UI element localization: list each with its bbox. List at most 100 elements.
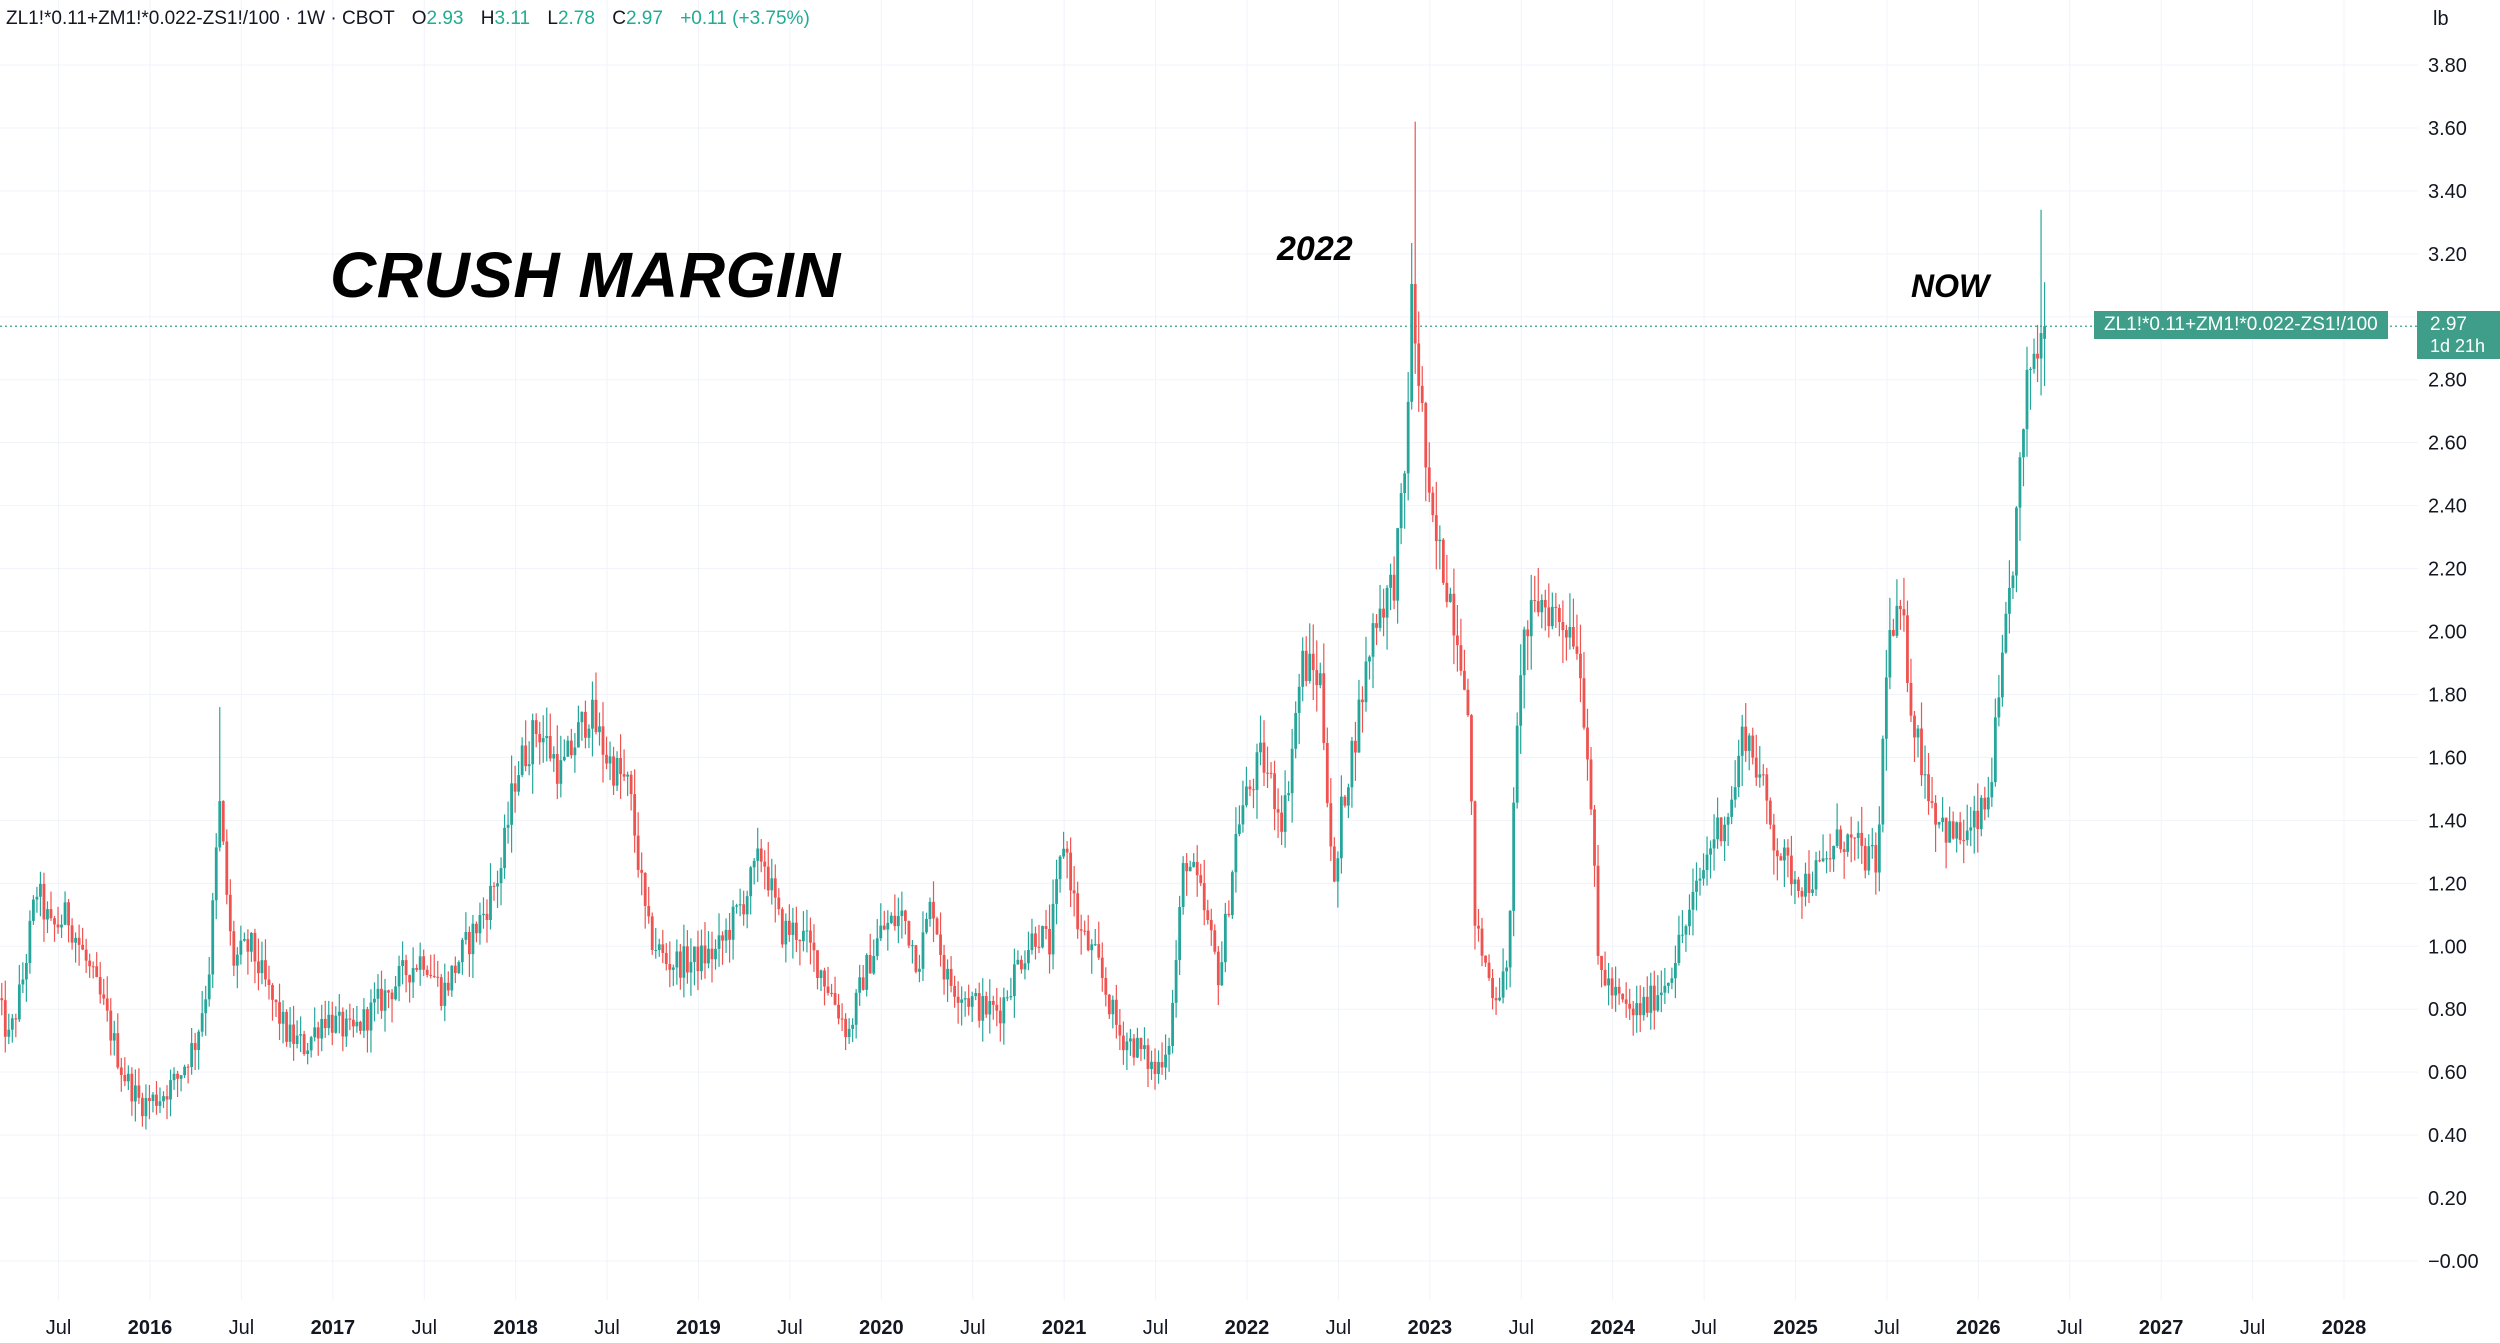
candle-body xyxy=(664,952,668,964)
candle-body xyxy=(1290,748,1294,794)
candle-body xyxy=(183,1066,186,1076)
symbol-info[interactable]: ZL1!*0.11+ZM1!*0.022-ZS1!/100 · 1W · CBO… xyxy=(6,8,395,29)
candle-body xyxy=(911,945,914,947)
candle-body xyxy=(1642,996,1646,1016)
candle-body xyxy=(130,1073,134,1102)
unit-label[interactable]: lb xyxy=(2433,8,2449,30)
candle-body xyxy=(278,1002,281,1024)
candle-body xyxy=(1688,909,1691,927)
candle-body xyxy=(334,1015,338,1033)
candle-body xyxy=(35,896,39,900)
y-tick-label: 1.20 xyxy=(2428,873,2467,895)
candle-body xyxy=(320,1018,324,1039)
candle-body xyxy=(250,932,253,952)
candle-body xyxy=(1607,978,1610,986)
candle-body xyxy=(731,906,735,940)
candle-body xyxy=(453,965,457,974)
candle-body xyxy=(970,996,974,1007)
candle-body xyxy=(689,962,693,973)
candle-body xyxy=(471,923,475,955)
candle-body xyxy=(74,937,78,943)
y-tick-label: 0.60 xyxy=(2428,1062,2467,1084)
candle-body xyxy=(2018,457,2022,508)
current-price-label[interactable]: 2.97 1d 21h xyxy=(2417,311,2500,359)
y-tick-label: 2.80 xyxy=(2428,370,2467,392)
candle-body xyxy=(67,902,70,926)
candle-body xyxy=(116,1033,120,1068)
candle-body xyxy=(1463,670,1466,690)
candle-body xyxy=(1941,817,1945,823)
candle-body xyxy=(1684,926,1688,935)
candle-body xyxy=(366,1009,369,1031)
candle-layer xyxy=(0,121,2046,1130)
high-label: H xyxy=(480,8,495,29)
candle-body xyxy=(1097,944,1101,958)
candle-body xyxy=(1800,890,1804,897)
candle-body xyxy=(1114,999,1118,1025)
annotation-now[interactable]: NOW xyxy=(1911,268,1990,304)
candle-body xyxy=(1104,977,1108,995)
candle-body xyxy=(14,1018,18,1020)
candle-body xyxy=(816,950,819,978)
y-tick-label: 3.20 xyxy=(2428,244,2467,266)
candle-body xyxy=(1621,993,1625,1000)
candle-body xyxy=(1533,600,1537,602)
candle-body xyxy=(401,960,404,967)
candle-body xyxy=(327,1014,331,1029)
x-tick-label: Jul xyxy=(1143,1317,1169,1339)
candle-body xyxy=(485,913,489,921)
candle-body xyxy=(81,944,85,950)
candle-body xyxy=(344,1018,348,1037)
candle-body xyxy=(144,1097,148,1117)
y-tick-label: 0.20 xyxy=(2428,1188,2467,1210)
candle-body xyxy=(235,954,239,966)
candle-body xyxy=(1663,985,1667,993)
candle-body xyxy=(953,985,957,997)
candle-body xyxy=(91,966,95,968)
candle-body xyxy=(605,754,608,764)
candle-body xyxy=(60,924,63,928)
x-tick-label: 2022 xyxy=(1225,1317,1270,1339)
candle-body xyxy=(2025,369,2029,430)
candle-body xyxy=(875,938,879,956)
candle-body xyxy=(221,801,225,842)
x-tick-label: Jul xyxy=(411,1317,437,1339)
candle-body xyxy=(1378,608,1382,628)
candle-body xyxy=(257,961,260,974)
candle-body xyxy=(622,774,626,777)
chart-title-annotation[interactable]: CRUSH MARGIN xyxy=(330,239,841,311)
candle-body xyxy=(1793,879,1797,885)
candle-body xyxy=(1867,846,1871,871)
candle-body xyxy=(274,999,278,1003)
candle-body xyxy=(457,962,461,974)
candle-body xyxy=(1737,755,1741,788)
candle-body xyxy=(798,939,802,942)
candle-body xyxy=(1069,852,1073,891)
x-tick-label: Jul xyxy=(1326,1317,1352,1339)
candle-body xyxy=(1972,810,1976,828)
y-tick-label: 3.80 xyxy=(2428,55,2467,77)
candle-body xyxy=(598,726,601,733)
candle-body xyxy=(1385,587,1389,618)
candle-body xyxy=(1371,623,1375,657)
symbol-price-tag[interactable]: ZL1!*0.11+ZM1!*0.022-ZS1!/100 xyxy=(2094,311,2388,339)
candle-body xyxy=(633,794,637,836)
candle-body xyxy=(1185,863,1189,872)
candle-body xyxy=(489,885,492,921)
candle-body xyxy=(1993,717,1997,783)
candle-body xyxy=(1339,796,1343,859)
candle-body xyxy=(1157,1061,1160,1075)
candle-body xyxy=(376,988,380,999)
candle-body xyxy=(1283,795,1287,832)
candle-body xyxy=(1547,607,1551,627)
annotation-2022[interactable]: 2022 xyxy=(1277,230,1353,268)
candle-body xyxy=(1515,725,1519,803)
candle-body xyxy=(1206,910,1210,920)
candle-body xyxy=(1498,997,1501,1001)
candle-body xyxy=(1016,959,1020,965)
candle-body xyxy=(397,966,401,987)
candle-body xyxy=(288,1024,292,1042)
candle-body xyxy=(1417,343,1421,386)
